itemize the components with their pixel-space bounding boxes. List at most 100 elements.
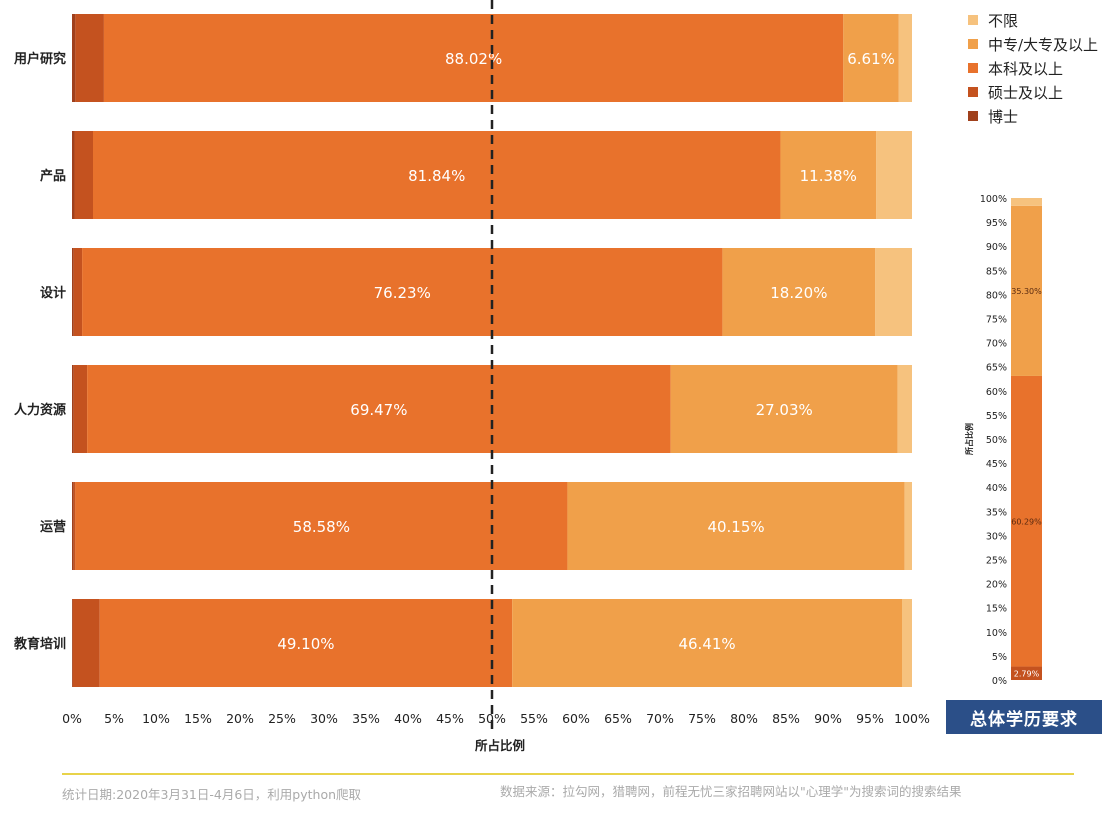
legend-swatch: [968, 63, 978, 73]
bar-segment: [74, 131, 93, 219]
y-tick-label: 35%: [986, 507, 1007, 518]
bar-segment: [72, 599, 73, 687]
legend-label: 不限: [988, 11, 1019, 30]
bar-segment: [875, 248, 912, 336]
data-label: 40.15%: [707, 518, 764, 536]
data-label: 46.41%: [678, 635, 735, 653]
x-tick-label: 10%: [142, 711, 170, 726]
category-label: 运营: [40, 519, 66, 535]
bar-segment: [512, 599, 903, 687]
overall-data-label: 60.29%: [1011, 517, 1042, 526]
y-tick-label: 55%: [986, 411, 1007, 422]
legend-label: 硕士及以上: [988, 83, 1064, 102]
legend-swatch: [968, 15, 978, 25]
y-tick-label: 50%: [986, 435, 1007, 446]
x-tick-label: 0%: [62, 711, 82, 726]
bar-segment: [99, 599, 513, 687]
bar-segment: [103, 14, 844, 102]
legend-swatch: [968, 87, 978, 97]
bar-segment: [93, 131, 781, 219]
bar-segment: [567, 482, 905, 570]
x-tick-label: 100%: [894, 711, 930, 726]
legend-item: 博士: [968, 104, 1098, 128]
bar-segment: [73, 482, 76, 570]
y-tick-label: 100%: [980, 194, 1007, 205]
y-tick-label: 0%: [992, 676, 1007, 687]
footer-date-note: 统计日期:2020年3月31日-4月6日，利用python爬取: [62, 787, 362, 802]
footer-divider: [62, 773, 1074, 775]
legend-item: 不限: [968, 8, 1098, 32]
y-tick-label: 75%: [986, 315, 1007, 326]
data-label: 18.20%: [770, 284, 827, 302]
bar-segment: [898, 14, 912, 102]
y-tick-label: 30%: [986, 531, 1007, 542]
overall-bar-segment: [1011, 198, 1042, 206]
data-label: 88.02%: [445, 50, 502, 68]
x-tick-label: 85%: [772, 711, 800, 726]
x-tick-label: 40%: [394, 711, 422, 726]
bar-segment: [72, 14, 76, 102]
x-tick-label: 5%: [104, 711, 124, 726]
overall-bar-segment: [1011, 205, 1042, 376]
bar-segment: [897, 365, 912, 453]
y-tick-label: 90%: [986, 242, 1007, 253]
legend-swatch: [968, 111, 978, 121]
x-tick-label: 90%: [814, 711, 842, 726]
category-label: 设计: [40, 285, 66, 301]
data-label: 11.38%: [800, 167, 857, 185]
bar-segment: [904, 482, 912, 570]
x-tick-label: 55%: [520, 711, 548, 726]
main-stacked-bar-chart: 用户研究 88.02% 6.61% 产品 81.84% 11.38% 设计 76.23% 18.…: [13, 0, 930, 753]
bar-segment: [75, 14, 104, 102]
y-tick-label: 60%: [986, 387, 1007, 398]
y-tick-label: 70%: [986, 339, 1007, 350]
y-tick-label: 15%: [986, 604, 1007, 615]
x-tick-label: 50%: [478, 711, 506, 726]
bar-segment: [876, 131, 912, 219]
x-axis-label: 所占比例: [475, 738, 525, 753]
bar-segment: [73, 248, 83, 336]
bar-segment: [82, 248, 723, 336]
bar-segment: [72, 365, 74, 453]
overall-data-label: 2.79%: [1014, 669, 1040, 678]
x-tick-label: 20%: [226, 711, 254, 726]
bar-segment: [670, 365, 898, 453]
legend-item: 本科及以上: [968, 56, 1098, 80]
x-tick-label: 30%: [310, 711, 338, 726]
legend-label: 中专/大专及以上: [988, 35, 1099, 54]
x-tick-label: 15%: [184, 711, 212, 726]
x-tick-label: 80%: [730, 711, 758, 726]
x-tick-label: 75%: [688, 711, 716, 726]
x-tick-label: 95%: [856, 711, 884, 726]
overall-bar-segment: [1011, 666, 1042, 680]
x-tick-label: 70%: [646, 711, 674, 726]
overall-education-chart: 2.79% 60.29% 35.30% 0% 5% 10% 15% 20% 25% 30% 35% 4…: [964, 194, 1042, 687]
footer-source-note: 数据来源：拉勾网，猎聘网，前程无忧三家招聘网站以"心理学"为搜索词的搜索结果: [500, 784, 962, 799]
y-tick-label: 95%: [986, 218, 1007, 229]
category-label: 教育培训: [13, 636, 66, 652]
legend-label: 博士: [988, 107, 1019, 126]
bar-segment: [73, 365, 88, 453]
y-tick-label: 45%: [986, 459, 1007, 470]
bar-segment: [72, 482, 74, 570]
category-label: 用户研究: [13, 51, 66, 67]
y-tick-label: 40%: [986, 483, 1007, 494]
category-label: 产品: [40, 168, 66, 184]
y-tick-label: 85%: [986, 266, 1007, 277]
bar-segment: [72, 599, 100, 687]
y-tick-label: 10%: [986, 628, 1007, 639]
bar-segment: [780, 131, 877, 219]
legend-label: 本科及以上: [988, 59, 1064, 78]
bar-segment: [722, 248, 876, 336]
bar-segment: [902, 599, 912, 687]
x-tick-label: 25%: [268, 711, 296, 726]
overall-data-label: 35.30%: [1011, 287, 1042, 296]
y-tick-label: 80%: [986, 290, 1007, 301]
bar-segment: [72, 248, 74, 336]
legend: 不限 中专/大专及以上 本科及以上 硕士及以上 博士: [968, 8, 1098, 128]
data-label: 81.84%: [408, 167, 465, 185]
y-tick-label: 5%: [992, 652, 1007, 663]
y-tick-label: 65%: [986, 363, 1007, 374]
y-tick-label: 20%: [986, 580, 1007, 591]
overall-title-badge: 总体学历要求: [946, 700, 1102, 734]
